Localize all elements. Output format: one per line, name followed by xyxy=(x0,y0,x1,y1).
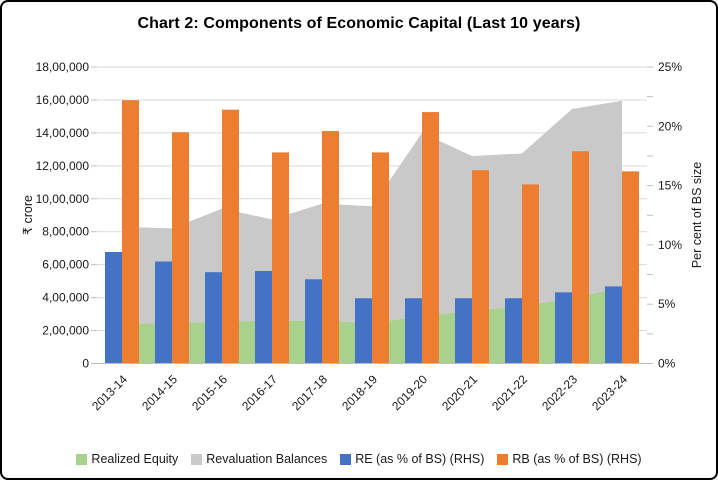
legend-swatch xyxy=(340,453,352,465)
bar-re-pct xyxy=(405,298,422,364)
bar-rb-pct xyxy=(222,109,239,364)
right-axis-tick-label: 10% xyxy=(658,238,682,252)
left-axis-tick-label: 14,00,000 xyxy=(36,126,90,140)
legend-item: RB (as % of BS) (RHS) xyxy=(497,452,642,466)
bar-re-pct xyxy=(155,261,172,364)
left-axis-tick-label: 12,00,000 xyxy=(36,159,90,173)
legend-swatch xyxy=(76,453,88,465)
x-axis-category-label: 2018-19 xyxy=(339,372,380,413)
left-axis-title: ₹ crore xyxy=(21,195,35,235)
bar-rb-pct xyxy=(172,132,189,364)
x-axis-category-label: 2014-15 xyxy=(139,372,180,413)
left-axis-tick-label: 0 xyxy=(82,357,89,371)
chart-legend: Realized Equity Revaluation Balances RE (a… xyxy=(2,452,716,466)
x-axis-category-label: 2022-23 xyxy=(539,372,580,413)
bar-re-pct xyxy=(605,286,622,364)
bar-re-pct xyxy=(305,279,322,364)
x-axis-category-label: 2021-22 xyxy=(489,372,530,413)
left-axis-tick-label: 6,00,000 xyxy=(42,258,89,272)
bar-re-pct xyxy=(455,298,472,364)
x-axis-category-label: 2013-14 xyxy=(89,372,130,413)
x-axis-category-label: 2015-16 xyxy=(189,372,230,413)
bar-rb-pct xyxy=(122,100,139,364)
bar-re-pct xyxy=(355,298,372,364)
right-axis-tick-label: 5% xyxy=(658,297,676,311)
right-axis-tick-label: 15% xyxy=(658,179,682,193)
bar-rb-pct xyxy=(622,171,639,364)
legend-label: RE (as % of BS) (RHS) xyxy=(355,452,485,466)
bar-rb-pct xyxy=(322,131,339,364)
left-axis-tick-label: 2,00,000 xyxy=(42,324,89,338)
x-axis-category-label: 2019-20 xyxy=(389,372,430,413)
x-axis-category-label: 2017-18 xyxy=(289,372,330,413)
chart-title: Chart 2: Components of Economic Capital … xyxy=(137,15,581,32)
legend-label: Revaluation Balances xyxy=(206,452,328,466)
right-axis-title: Per cent of BS size xyxy=(690,162,704,268)
legend-label: Realized Equity xyxy=(91,452,179,466)
bar-re-pct xyxy=(555,292,572,364)
legend-swatch xyxy=(497,453,509,465)
bar-re-pct xyxy=(105,252,122,364)
left-axis-tick-label: 4,00,000 xyxy=(42,291,89,305)
left-axis-tick-label: 16,00,000 xyxy=(36,93,90,107)
x-axis-category-label: 2020-21 xyxy=(439,372,480,413)
right-axis-tick-label: 0% xyxy=(658,357,676,371)
bar-rb-pct xyxy=(272,152,289,364)
legend-item: RE (as % of BS) (RHS) xyxy=(340,452,484,466)
bar-rb-pct xyxy=(572,151,589,364)
legend-label: RB (as % of BS) (RHS) xyxy=(512,452,642,466)
bar-rb-pct xyxy=(372,152,389,364)
x-axis-category-label: 2016-17 xyxy=(239,372,280,413)
bar-rb-pct xyxy=(422,112,439,364)
bar-rb-pct xyxy=(472,170,489,364)
bar-re-pct xyxy=(505,298,522,364)
bar-re-pct xyxy=(205,272,222,364)
left-axis-tick-label: 18,00,000 xyxy=(36,60,90,74)
bar-rb-pct xyxy=(522,184,539,364)
left-axis-tick-label: 10,00,000 xyxy=(36,192,90,206)
x-axis-category-label: 2023-24 xyxy=(589,372,630,413)
right-axis-tick-label: 20% xyxy=(658,119,682,133)
legend-swatch xyxy=(191,453,203,465)
left-axis-tick-label: 8,00,000 xyxy=(42,225,89,239)
bar-re-pct xyxy=(255,270,272,364)
legend-item: Revaluation Balances xyxy=(191,452,327,466)
legend-item: Realized Equity xyxy=(76,452,178,466)
right-axis-tick-label: 25% xyxy=(658,60,682,74)
